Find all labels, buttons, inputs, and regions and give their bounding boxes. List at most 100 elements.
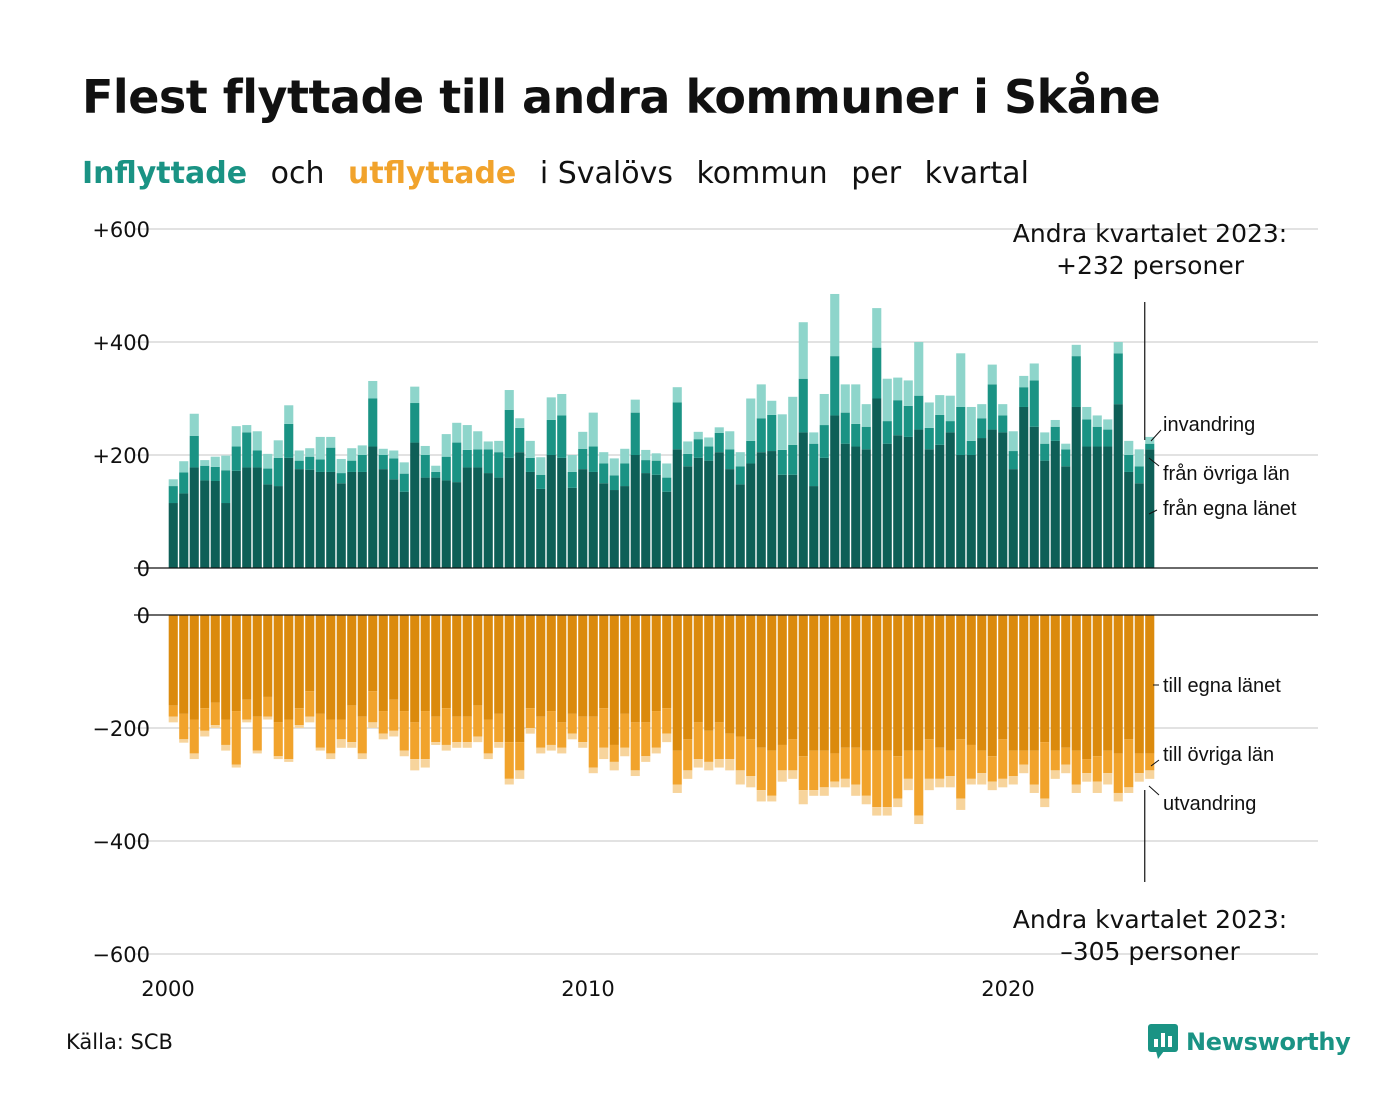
bar-in-invandring bbox=[273, 440, 283, 458]
bar-in-egna-lanet bbox=[420, 477, 430, 568]
bar-in-ovriga-lan bbox=[714, 432, 724, 453]
bar-in-ovriga-lan bbox=[851, 423, 861, 447]
bar-in-egna-lanet bbox=[987, 429, 997, 568]
bar-out-ovriga-lan bbox=[945, 750, 955, 777]
bar-out-egna-lanet bbox=[567, 615, 577, 714]
bar-in-ovriga-lan bbox=[966, 440, 976, 455]
bar-in-invandring bbox=[714, 427, 724, 433]
bar-out-egna-lanet bbox=[1029, 615, 1039, 751]
bar-out-egna-lanet bbox=[609, 615, 619, 745]
bar-out-utvandring bbox=[998, 778, 1008, 788]
bar-out-ovriga-lan bbox=[798, 756, 808, 791]
bar-out-ovriga-lan bbox=[399, 711, 409, 751]
bar-in-invandring bbox=[221, 455, 231, 471]
bar-in-egna-lanet bbox=[956, 455, 966, 568]
bar-out-utvandring bbox=[872, 807, 882, 816]
bar-in-ovriga-lan bbox=[651, 460, 661, 475]
bar-in-egna-lanet bbox=[788, 474, 798, 568]
bar-out-utvandring bbox=[620, 747, 630, 757]
bar-in-ovriga-lan bbox=[819, 425, 829, 458]
bar-out-egna-lanet bbox=[284, 615, 294, 720]
series-label: utvandring bbox=[1163, 793, 1256, 815]
bar-in-ovriga-lan bbox=[956, 406, 966, 455]
bar-in-egna-lanet bbox=[693, 457, 703, 568]
bar-in-egna-lanet bbox=[347, 471, 357, 568]
bar-in-egna-lanet bbox=[378, 469, 388, 568]
bar-in-egna-lanet bbox=[578, 469, 588, 568]
bar-out-utvandring bbox=[473, 736, 483, 743]
bar-in-invandring bbox=[567, 455, 577, 472]
bar-in-ovriga-lan bbox=[998, 415, 1008, 433]
bar-in-egna-lanet bbox=[252, 467, 262, 568]
bar-in-invandring bbox=[756, 384, 766, 419]
bar-in-egna-lanet bbox=[441, 480, 451, 568]
bar-out-ovriga-lan bbox=[756, 747, 766, 791]
bar-in-egna-lanet bbox=[914, 429, 924, 568]
bar-out-egna-lanet bbox=[546, 615, 556, 712]
bar-in-invandring bbox=[546, 397, 556, 420]
bar-out-ovriga-lan bbox=[347, 705, 357, 743]
bar-in-invandring bbox=[1008, 431, 1018, 452]
bar-in-egna-lanet bbox=[284, 457, 294, 568]
bar-out-egna-lanet bbox=[431, 615, 441, 717]
bar-out-ovriga-lan bbox=[956, 739, 966, 799]
bar-out-utvandring bbox=[305, 716, 315, 723]
bar-out-utvandring bbox=[987, 781, 997, 791]
bar-in-egna-lanet bbox=[998, 432, 1008, 568]
bar-out-utvandring bbox=[525, 728, 535, 734]
bar-out-egna-lanet bbox=[872, 615, 882, 751]
bar-in-ovriga-lan bbox=[893, 400, 903, 436]
bar-out-utvandring bbox=[410, 759, 420, 771]
bar-in-egna-lanet bbox=[326, 471, 336, 568]
bar-out-utvandring bbox=[830, 781, 840, 788]
bar-out-ovriga-lan bbox=[1061, 747, 1071, 765]
bar-in-ovriga-lan bbox=[861, 426, 871, 450]
bar-in-egna-lanet bbox=[1040, 460, 1050, 568]
bar-out-utvandring bbox=[630, 770, 640, 777]
bar-out-utvandring bbox=[1040, 798, 1050, 808]
bar-in-egna-lanet bbox=[357, 471, 367, 568]
bar-in-ovriga-lan bbox=[347, 460, 357, 472]
bar-in-egna-lanet bbox=[872, 398, 882, 568]
bar-in-invandring bbox=[242, 425, 252, 433]
bar-in-ovriga-lan bbox=[483, 449, 493, 474]
bar-in-egna-lanet bbox=[630, 455, 640, 568]
brand-name: Newsworthy bbox=[1186, 1028, 1351, 1056]
bar-out-egna-lanet bbox=[588, 615, 598, 717]
bar-in-egna-lanet bbox=[1019, 406, 1029, 568]
bar-out-egna-lanet bbox=[368, 615, 378, 692]
bar-in-egna-lanet bbox=[798, 432, 808, 568]
bar-out-egna-lanet bbox=[914, 615, 924, 751]
bar-out-egna-lanet bbox=[179, 615, 189, 714]
bar-out-egna-lanet bbox=[1082, 615, 1092, 760]
bar-out-egna-lanet bbox=[294, 615, 304, 709]
bar-out-utvandring bbox=[641, 756, 651, 762]
bar-out-egna-lanet bbox=[263, 615, 273, 697]
bar-out-egna-lanet bbox=[515, 615, 525, 743]
bar-out-utvandring bbox=[1082, 773, 1092, 782]
subtitle-utflyttade: utflyttade bbox=[348, 156, 517, 191]
bar-out-utvandring bbox=[672, 784, 682, 793]
bar-out-egna-lanet bbox=[756, 615, 766, 748]
y-tick-label: −200 bbox=[92, 717, 150, 741]
bar-in-egna-lanet bbox=[452, 482, 462, 568]
x-tick-label: 2010 bbox=[561, 977, 614, 1001]
bar-in-egna-lanet bbox=[672, 449, 682, 568]
bar-out-egna-lanet bbox=[630, 615, 640, 723]
bar-out-ovriga-lan bbox=[441, 708, 451, 745]
bar-out-egna-lanet bbox=[987, 615, 997, 757]
bar-in-ovriga-lan bbox=[599, 463, 609, 484]
bar-out-egna-lanet bbox=[357, 615, 367, 717]
bar-in-ovriga-lan bbox=[420, 455, 430, 478]
bar-out-utvandring bbox=[788, 770, 798, 779]
bar-out-egna-lanet bbox=[483, 615, 493, 720]
bar-out-ovriga-lan bbox=[588, 716, 598, 768]
bar-out-utvandring bbox=[1103, 773, 1113, 785]
bar-out-ovriga-lan bbox=[1082, 759, 1092, 774]
bar-in-egna-lanet bbox=[620, 486, 630, 568]
bar-in-ovriga-lan bbox=[693, 439, 703, 458]
bar-in-egna-lanet bbox=[935, 444, 945, 568]
bar-in-egna-lanet bbox=[1082, 446, 1092, 568]
bar-in-egna-lanet bbox=[263, 484, 273, 568]
bar-out-utvandring bbox=[588, 767, 598, 774]
